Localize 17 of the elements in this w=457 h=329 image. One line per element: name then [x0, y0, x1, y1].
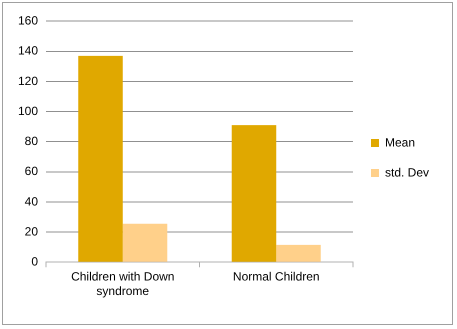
y-tick-label: 60 — [24, 164, 38, 178]
y-tick-label: 100 — [18, 104, 38, 118]
y-tick-label: 140 — [18, 44, 38, 58]
y-tick-label: 20 — [24, 224, 38, 238]
y-tick-label: 0 — [31, 254, 38, 269]
bar — [232, 125, 276, 262]
legend-label: Mean — [384, 135, 416, 150]
bar — [78, 56, 123, 262]
y-tick-label: 120 — [18, 74, 38, 88]
y-tick-label: 80 — [24, 134, 38, 148]
bar — [122, 224, 168, 262]
x-tick-label: Normal Children — [232, 270, 320, 284]
bar — [276, 244, 321, 262]
x-tick-label: Children with Down syndrome — [71, 270, 174, 298]
legend-label: std. Dev — [384, 165, 429, 180]
y-tick-label: 160 — [18, 14, 38, 28]
y-tick-label: 40 — [24, 194, 38, 208]
